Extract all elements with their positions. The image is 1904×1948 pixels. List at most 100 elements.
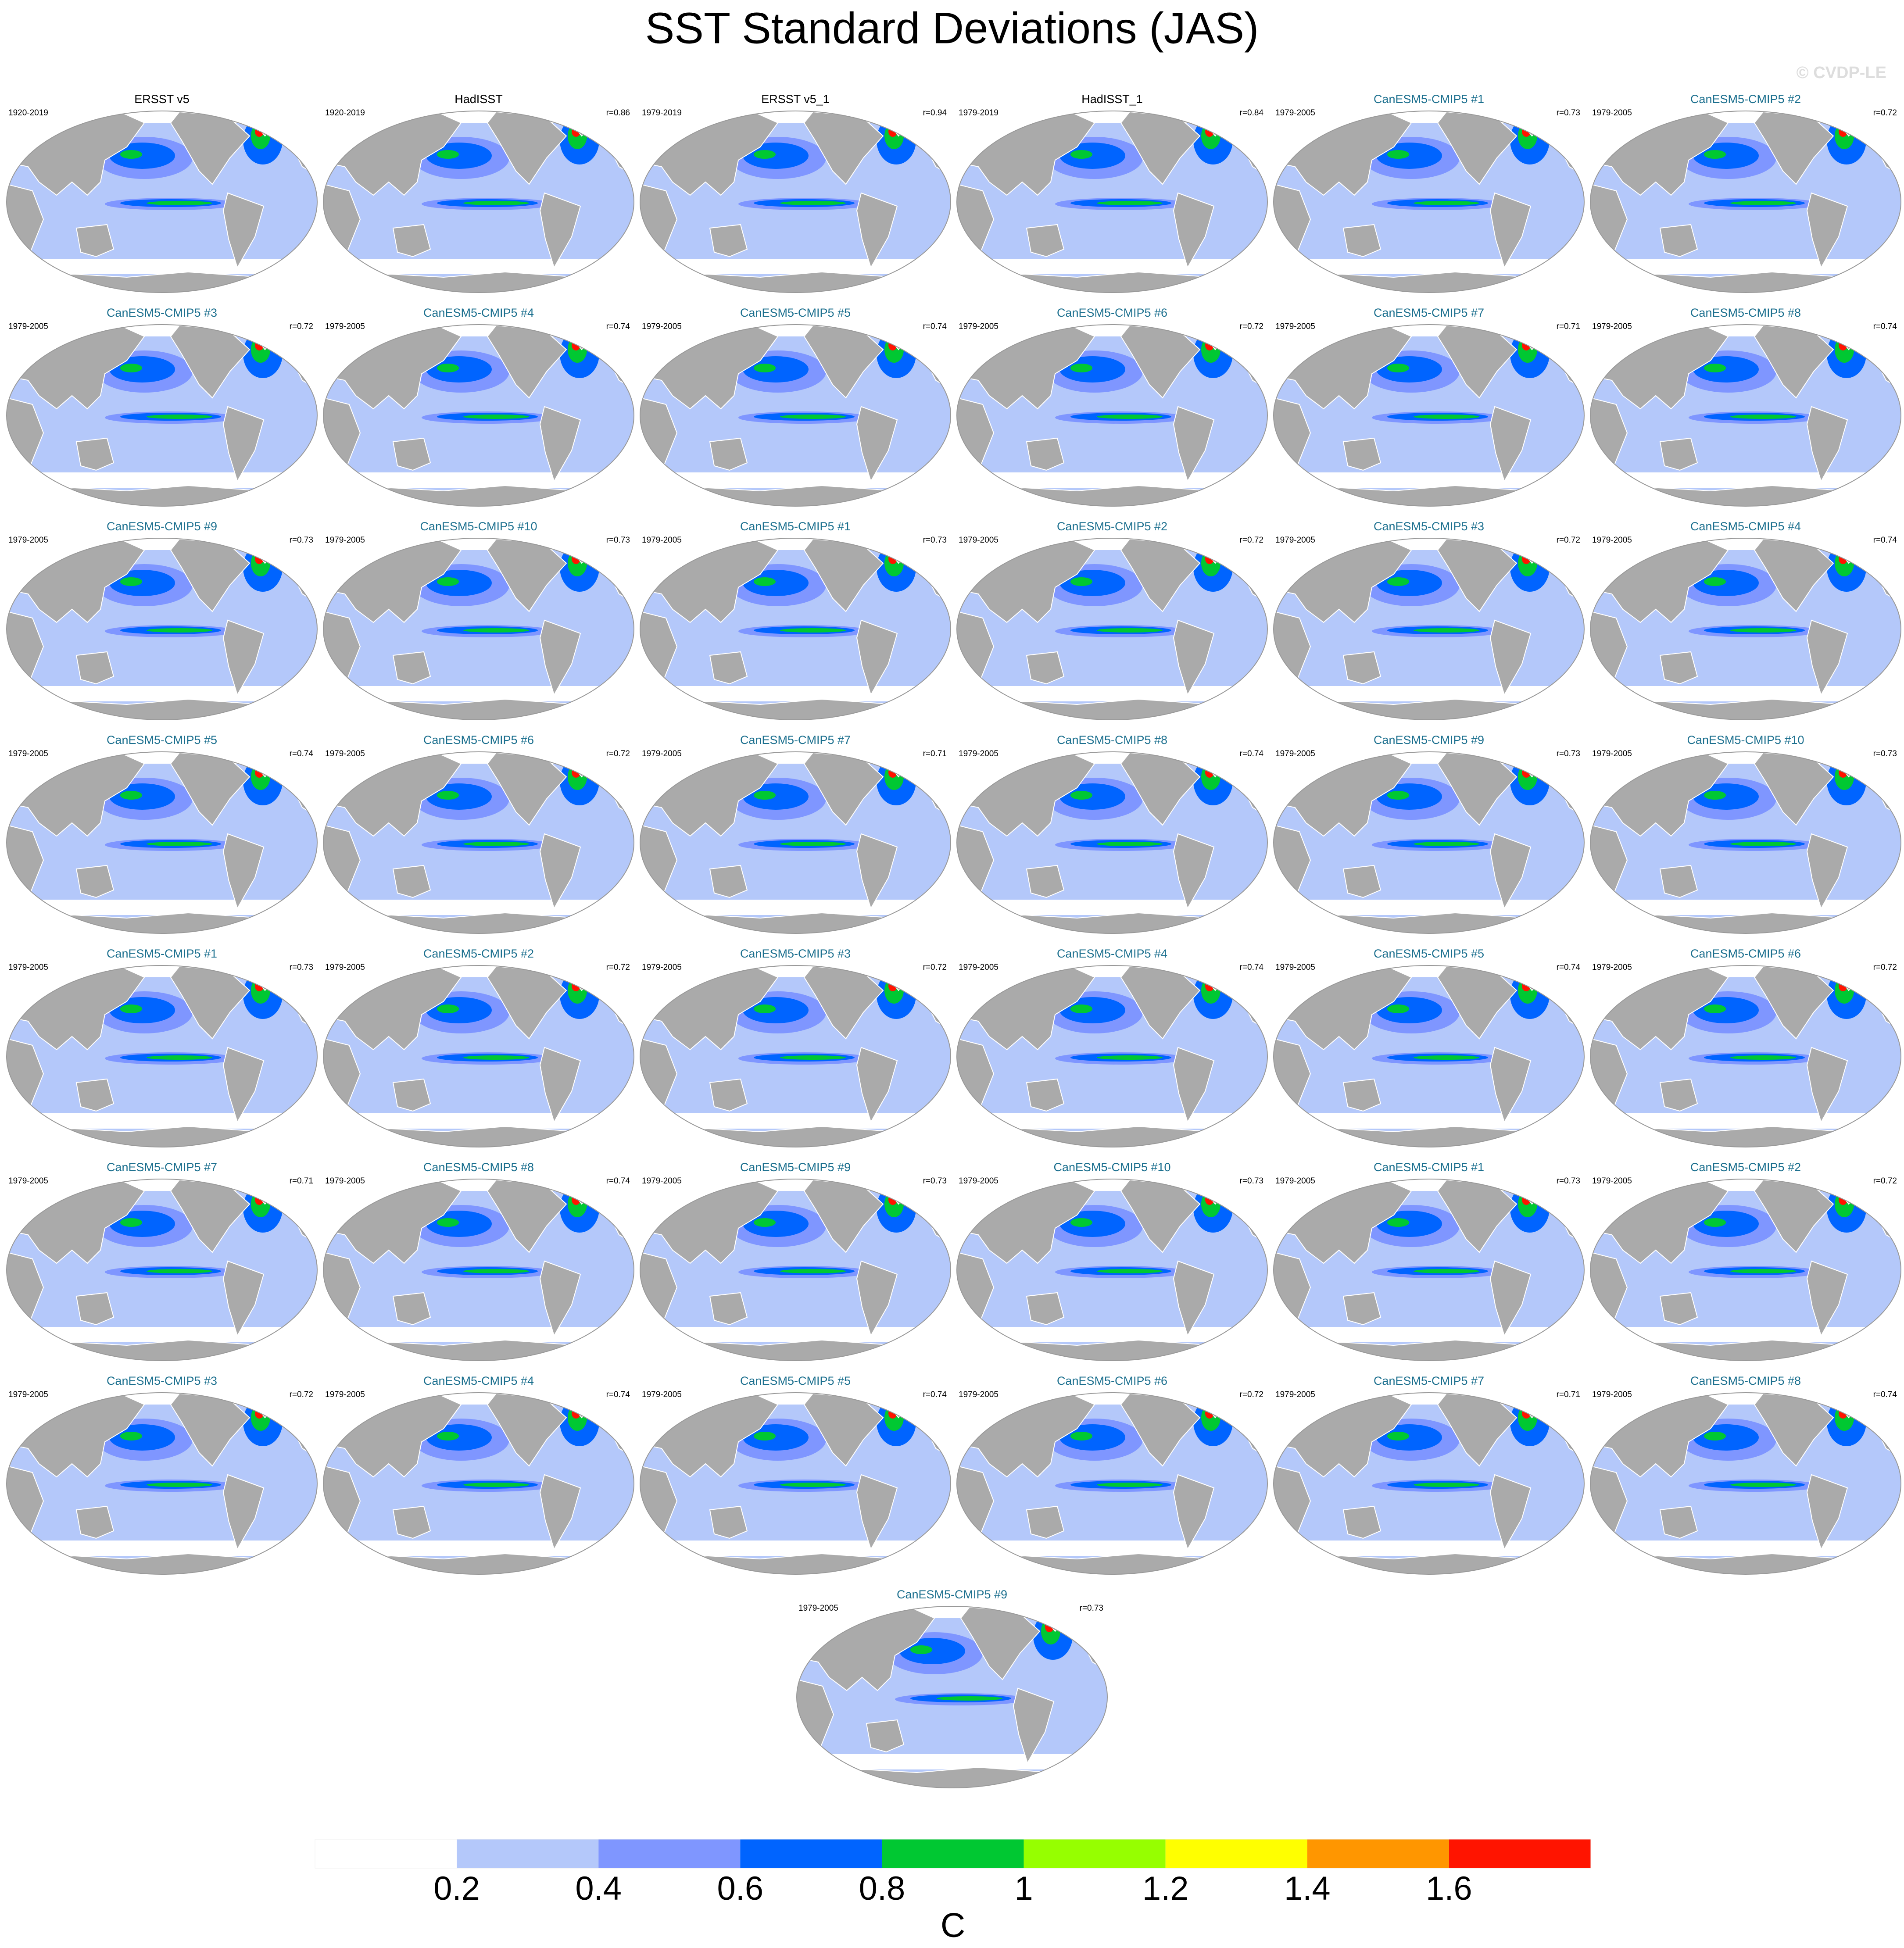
panel-title: CanESM5-CMIP5 #10 (420, 520, 537, 533)
panel-correlation: r=0.74 (923, 322, 947, 331)
panel-correlation: r=0.84 (1240, 108, 1264, 118)
map-panel (4, 751, 320, 935)
map-panel (637, 964, 953, 1148)
panel-period: 1979-2005 (325, 536, 365, 545)
panel-correlation: r=0.72 (606, 963, 630, 972)
panel-correlation: r=0.72 (606, 749, 630, 758)
panel-period: 1979-2005 (8, 749, 48, 758)
panel-correlation: r=0.74 (1240, 749, 1264, 758)
panel-title: CanESM5-CMIP5 #5 (740, 1374, 851, 1387)
panel-correlation: r=0.74 (290, 749, 314, 758)
panel-title: CanESM5-CMIP5 #5 (740, 306, 851, 319)
panel-correlation: r=0.73 (1080, 1604, 1103, 1613)
map-panel (4, 1391, 320, 1576)
map-panel (794, 1605, 1110, 1789)
map-panel (1588, 751, 1904, 935)
panel-title: CanESM5-CMIP5 #8 (1690, 306, 1801, 319)
map-panel (954, 751, 1270, 935)
map-panel (1271, 537, 1587, 721)
panel-correlation: r=0.74 (606, 322, 630, 331)
colorbar-box (315, 1839, 457, 1868)
panel-title: CanESM5-CMIP5 #2 (1690, 1161, 1801, 1174)
map-panel (1588, 1391, 1904, 1576)
panel-period: 1979-2005 (642, 322, 682, 331)
figure-title: SST Standard Deviations (JAS) (645, 4, 1259, 53)
map-panel (1588, 110, 1904, 294)
map-panel (321, 964, 637, 1148)
panel-title: CanESM5-CMIP5 #9 (107, 520, 217, 533)
panel-period: 1979-2005 (325, 1176, 365, 1186)
panel-correlation: r=0.86 (606, 108, 630, 118)
map-panel (321, 751, 637, 935)
panel-period: 1979-2005 (1275, 1176, 1315, 1186)
panel-title: CanESM5-CMIP5 #1 (107, 947, 217, 960)
panel-period: 1979-2005 (959, 322, 999, 331)
panel-period: 1979-2005 (325, 963, 365, 972)
map-panel (954, 110, 1270, 294)
panel-correlation: r=0.72 (1240, 322, 1263, 331)
colorbar-box (1165, 1839, 1307, 1868)
panel-period: 1979-2005 (642, 536, 682, 545)
panel-correlation: r=0.72 (1240, 1390, 1263, 1399)
panel-title: CanESM5-CMIP5 #8 (1690, 1374, 1801, 1387)
panel-title: CanESM5-CMIP5 #6 (423, 733, 534, 747)
colorbar-box (740, 1839, 882, 1868)
panel-title: HadISST (455, 93, 503, 106)
panel-title: CanESM5-CMIP5 #6 (1057, 1374, 1167, 1387)
panel-title: CanESM5-CMIP5 #4 (1057, 947, 1167, 960)
panel-correlation: r=0.74 (1240, 963, 1264, 972)
panel-correlation: r=0.72 (1873, 963, 1897, 972)
map-panel (637, 1178, 953, 1362)
watermark: © CVDP-LE (1797, 64, 1886, 82)
colorbar-box (1024, 1839, 1166, 1868)
panel-title: CanESM5-CMIP5 #10 (1687, 733, 1804, 747)
panel-title: CanESM5-CMIP5 #4 (423, 306, 534, 319)
panel-period: 1979-2005 (642, 1390, 682, 1399)
panel-period: 1920-2019 (325, 108, 365, 118)
panel-period: 1979-2005 (1592, 108, 1632, 118)
panel-period: 1979-2005 (798, 1604, 838, 1613)
panel-period: 1979-2019 (959, 108, 999, 118)
colorbar-tick-label: 0.8 (859, 1870, 905, 1907)
map-panel (954, 1391, 1270, 1576)
colorbar-tick-label: 1 (1014, 1870, 1033, 1907)
panel-correlation: r=0.72 (290, 322, 313, 331)
map-panel (1271, 1178, 1587, 1362)
panel-title: CanESM5-CMIP5 #2 (1057, 520, 1167, 533)
map-panel (954, 1178, 1270, 1362)
panel-period: 1979-2005 (1275, 536, 1315, 545)
panel-title: CanESM5-CMIP5 #7 (1374, 306, 1484, 319)
panel-period: 1979-2005 (642, 963, 682, 972)
colorbar-label: C (941, 1906, 965, 1944)
panel-correlation: r=0.74 (1873, 1390, 1897, 1399)
panel-correlation: r=0.73 (1240, 1176, 1263, 1186)
map-panel (321, 323, 637, 508)
map-panel (321, 1391, 637, 1576)
panel-period: 1979-2005 (1592, 1390, 1632, 1399)
colorbar-tick-label: 1.4 (1284, 1870, 1331, 1907)
panel-period: 1979-2005 (1275, 963, 1315, 972)
panel-title: CanESM5-CMIP5 #9 (1374, 733, 1484, 747)
map-panel (321, 537, 637, 721)
panel-period: 1979-2005 (959, 749, 999, 758)
panel-correlation: r=0.73 (923, 1176, 947, 1186)
map-panel (1271, 751, 1587, 935)
map-panel (637, 537, 953, 721)
panel-period: 1979-2005 (8, 536, 48, 545)
colorbar-box (1449, 1839, 1591, 1868)
panel-title: HadISST_1 (1081, 93, 1143, 106)
map-panel (4, 537, 320, 721)
panel-title: CanESM5-CMIP5 #9 (897, 1588, 1007, 1601)
panel-period: 1979-2005 (1275, 749, 1315, 758)
map-panel (321, 1178, 637, 1362)
panel-correlation: r=0.74 (1873, 322, 1897, 331)
colorbar-tick-label: 1.2 (1142, 1870, 1189, 1907)
panel-title: CanESM5-CMIP5 #4 (423, 1374, 534, 1387)
panel-title: CanESM5-CMIP5 #1 (1374, 1161, 1484, 1174)
map-panel (1271, 964, 1587, 1148)
panel-correlation: r=0.72 (1557, 536, 1580, 545)
panel-correlation: r=0.73 (290, 536, 313, 545)
map-panel (637, 110, 953, 294)
panel-title: CanESM5-CMIP5 #8 (423, 1161, 534, 1174)
